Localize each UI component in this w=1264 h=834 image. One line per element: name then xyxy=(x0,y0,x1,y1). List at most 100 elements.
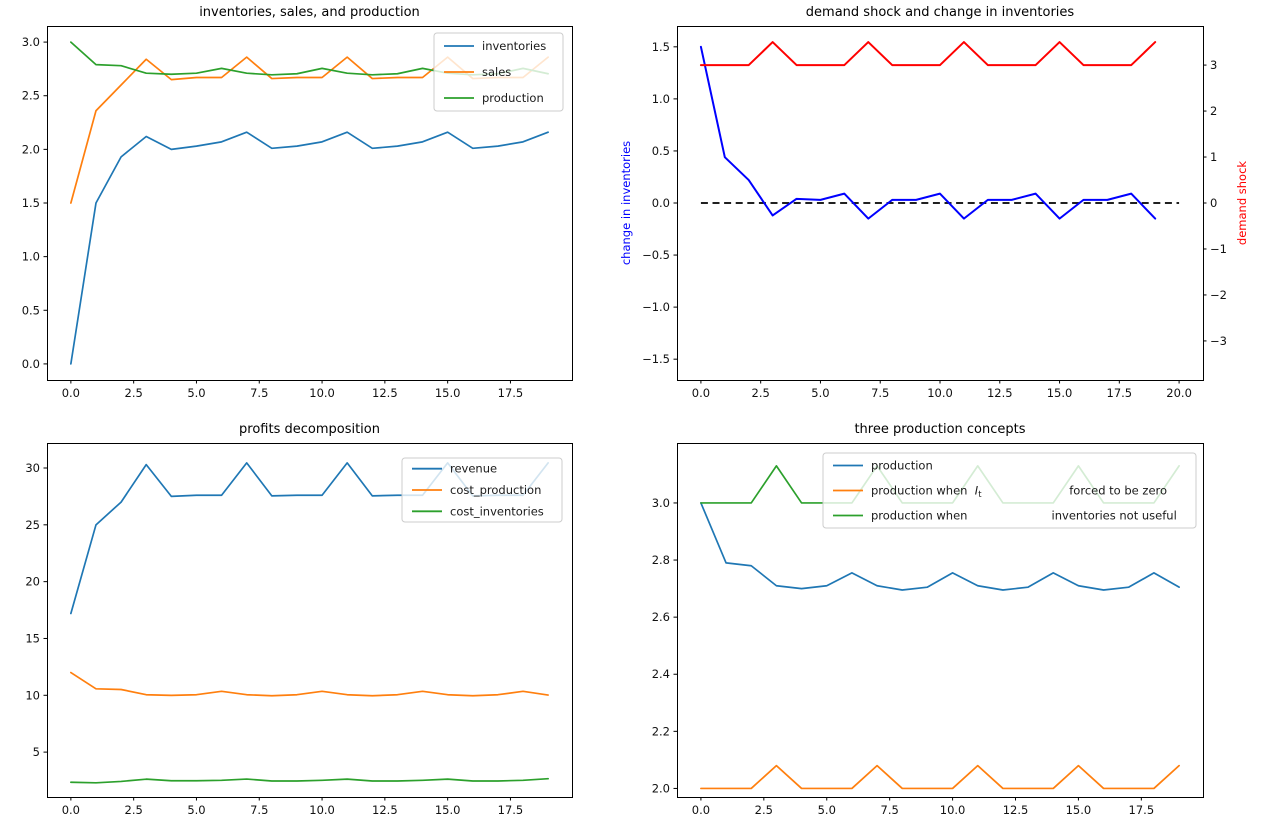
series-line-cost-inventories xyxy=(70,777,549,784)
right-y-tick-label: −1 xyxy=(1210,242,1227,256)
series-line-inventories xyxy=(70,131,549,365)
y-tick-label: 2.6 xyxy=(652,610,670,624)
y-tick-label: 15 xyxy=(25,631,40,645)
y-tick-label: 20 xyxy=(25,575,40,589)
right-y-tick-label: −3 xyxy=(1210,334,1227,348)
x-tick-label: 12.5 xyxy=(1003,803,1029,817)
y-tick-label: 2.8 xyxy=(652,553,670,567)
y-tick-label: 2.0 xyxy=(652,781,670,795)
x-tick-label: 0.0 xyxy=(692,386,710,400)
x-tick-label: 17.5 xyxy=(498,386,524,400)
legend-label-production-when-i-t-forced-to-be-zero: production when It forced to be zero xyxy=(871,484,1167,501)
x-tick-label: 7.5 xyxy=(881,803,899,817)
y-tick-label: 1.0 xyxy=(652,92,670,106)
y-tick-label: 0.5 xyxy=(22,303,40,317)
legend-label-inventories: inventories xyxy=(482,39,546,53)
x-tick-label: 15.0 xyxy=(1066,803,1092,817)
axes-spines xyxy=(47,26,573,381)
y-tick-label: 25 xyxy=(25,518,40,532)
x-tick-label: 17.5 xyxy=(498,803,524,817)
x-tick-label: 5.0 xyxy=(187,803,205,817)
chart-demand-shock-and-change-in-inventories: 0.0 2.5 5.0 7.5 10.0 12.5 15.0 17.5 20.0−1.5−1.0… xyxy=(642,26,1227,400)
series-line-production xyxy=(700,502,1180,591)
legend-label-production: production xyxy=(871,459,933,473)
x-tick-label: 15.0 xyxy=(435,803,461,817)
chart3-title: profits decomposition xyxy=(239,422,380,437)
chart-inventories-sales-production: 0.0 2.5 5.0 7.5 10.0 12.5 15.0 17.5 0.0 0.5 1.0 1.5… xyxy=(22,26,573,400)
legend-label-cost-inventories: cost_inventories xyxy=(450,504,544,518)
legend: revenue cost_production cost_inventories xyxy=(401,457,563,523)
x-tick-label: 0.0 xyxy=(62,803,80,817)
legend-label-sales: sales xyxy=(482,65,511,79)
x-tick-label: 15.0 xyxy=(1047,386,1073,400)
y-tick-label: 10 xyxy=(25,688,40,702)
legend-box xyxy=(822,452,1197,529)
series-line-production-when-i-t-forced-to-be-zero xyxy=(700,764,1180,790)
series-line-demand-shock xyxy=(699,41,1157,67)
x-tick-label: 10.0 xyxy=(309,386,335,400)
chart-three-production-concepts: 0.0 2.5 5.0 7.5 10.0 12.5 15.0 17.5 2.0 2.2 2.4 2.6… xyxy=(652,443,1204,817)
x-tick-label: 10.0 xyxy=(309,803,335,817)
y-tick-label: 30 xyxy=(25,461,40,475)
chart2-title: demand shock and change in inventories xyxy=(805,5,1075,20)
x-tick-label: 0.0 xyxy=(62,386,80,400)
right-y-tick-label: −2 xyxy=(1210,288,1227,302)
y-tick-label: 1.5 xyxy=(652,40,670,54)
x-tick-label: 17.5 xyxy=(1107,386,1133,400)
x-tick-label: 5.0 xyxy=(187,386,205,400)
legend: inventories sales production xyxy=(433,32,564,112)
y-tick-label: 0.5 xyxy=(652,144,670,158)
y-tick-label: 2.5 xyxy=(22,89,40,103)
y-tick-label: −1.0 xyxy=(642,300,670,314)
right-y-tick-label: 3 xyxy=(1210,58,1217,72)
legend: production production when It forced to b… xyxy=(822,452,1197,529)
right-y-tick-label: 2 xyxy=(1210,104,1217,118)
chart4-title: three production concepts xyxy=(854,422,1026,437)
x-tick-label: 12.5 xyxy=(372,386,398,400)
right-y-tick-label: 0 xyxy=(1210,196,1217,210)
x-tick-label: 10.0 xyxy=(940,803,966,817)
x-tick-label: 7.5 xyxy=(250,386,268,400)
x-tick-label: 12.5 xyxy=(987,386,1013,400)
x-tick-label: 2.5 xyxy=(755,803,773,817)
series-line-change-in-inventories xyxy=(699,45,1157,220)
x-tick-label: 2.5 xyxy=(125,803,143,817)
y-tick-label: 2.0 xyxy=(22,142,40,156)
legend-label-cost-production: cost_production xyxy=(450,483,541,497)
x-tick-label: 10.0 xyxy=(927,386,953,400)
chart-profits-decomposition: 0.0 2.5 5.0 7.5 10.0 12.5 15.0 17.5 5 10 15 20 25 30 r… xyxy=(25,443,573,817)
x-tick-label: 5.0 xyxy=(818,803,836,817)
x-tick-label: 17.5 xyxy=(1129,803,1155,817)
x-tick-label: 5.0 xyxy=(811,386,829,400)
y-tick-label: −0.5 xyxy=(642,248,670,262)
axes-spines xyxy=(47,443,573,798)
legend-label-production: production xyxy=(482,91,544,105)
axes-spines xyxy=(677,443,1204,798)
legend-box xyxy=(401,457,563,523)
y-tick-label: 0.0 xyxy=(652,196,670,210)
x-tick-label: 20.0 xyxy=(1166,386,1192,400)
x-tick-label: 7.5 xyxy=(871,386,889,400)
chart2-right-ylabel: demand shock xyxy=(1235,160,1249,246)
x-tick-label: 0.0 xyxy=(692,803,710,817)
y-tick-label: 1.0 xyxy=(22,250,40,264)
x-tick-label: 7.5 xyxy=(250,803,268,817)
x-tick-label: 2.5 xyxy=(125,386,143,400)
y-tick-label: 1.5 xyxy=(22,196,40,210)
y-tick-label: 3.0 xyxy=(22,35,40,49)
chart1-title: inventories, sales, and production xyxy=(199,5,420,20)
x-tick-label: 2.5 xyxy=(752,386,770,400)
legend-label-revenue: revenue xyxy=(450,462,497,476)
series-line-cost-production xyxy=(70,671,549,697)
y-tick-label: 2.2 xyxy=(652,724,670,738)
y-tick-label: 2.4 xyxy=(652,667,670,681)
y-tick-label: 5 xyxy=(33,745,40,759)
y-tick-label: 0.0 xyxy=(22,357,40,371)
y-tick-label: 3.0 xyxy=(652,496,670,510)
legend-label-production-when-inventories-not-useful: production when inventories not useful xyxy=(871,509,1177,523)
right-y-tick-label: 1 xyxy=(1210,150,1217,164)
chart2-left-ylabel: change in inventories xyxy=(619,140,633,266)
legend-box xyxy=(433,32,564,112)
